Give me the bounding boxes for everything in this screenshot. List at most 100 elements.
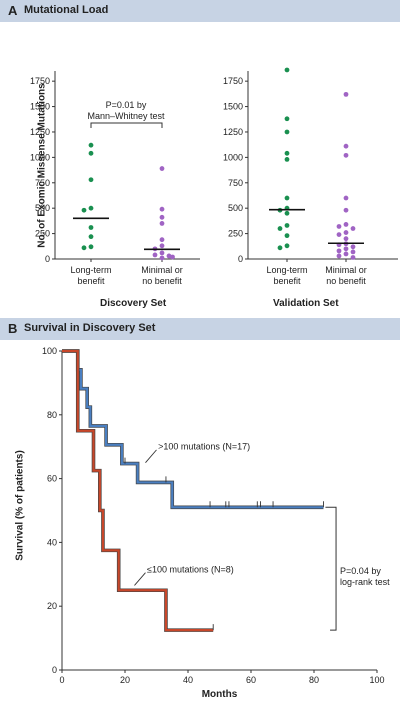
data-point [343,236,349,242]
y-tick-label: 1250 [30,127,50,137]
x-tick-label: 60 [246,675,256,685]
data-point [159,166,165,171]
significance-bracket [90,122,163,128]
data-point [343,195,349,201]
data-point [343,222,349,227]
data-point [350,244,356,250]
y-tick-label: 1750 [30,76,50,86]
data-point [350,226,356,231]
x-tick-label: 40 [183,675,193,685]
annotation-text: P=0.01 by [106,100,147,110]
low-mutation-curve [62,349,214,632]
data-point [88,142,94,148]
discovery-set-label: Discovery Set [100,298,167,309]
data-point [284,210,290,216]
data-point [336,248,342,254]
data-point [343,251,349,257]
data-point [170,254,175,260]
data-point [336,232,342,238]
x-tick-label: 0 [59,675,64,685]
y-tick-label: 500 [35,203,50,213]
survival-chart: 0 20 40 60 80 100 0 20 40 60 80 100 Months >100 mutat… [42,346,390,700]
validation-set-chart: 0 250 500 750 1000 1250 1500 1750 Long-termbenef… [223,67,398,286]
x-tick-label: Minimal or [325,265,367,275]
y-tick-label: 750 [228,178,243,188]
series-label: >100 mutations (N=17) [158,442,250,452]
y-tick-label: 60 [47,474,57,484]
data-point [159,214,165,220]
x-tick-label: 20 [120,675,130,685]
data-point [88,244,94,250]
x-tick-label: no benefit [326,276,366,286]
data-point [343,143,349,149]
annotation-text: log-rank test [340,577,390,587]
data-point [88,234,94,240]
data-point [277,226,283,231]
x-tick-label: benefit [273,276,301,286]
panel-a-letter: A [8,3,18,18]
y-tick-label: 0 [238,254,243,264]
validation-set-label: Validation Set [273,298,339,309]
data-point [284,223,290,228]
data-point [88,150,94,156]
data-point [343,230,349,235]
data-point [284,243,290,249]
data-point [350,249,356,255]
data-point [343,246,349,252]
y-tick-label: 20 [47,601,57,611]
data-point [88,177,94,183]
panel-b-letter: B [8,321,18,336]
x-tick-label: 80 [309,675,319,685]
x-tick-label: Long-term [70,265,111,275]
x-tick-label: 100 [369,675,384,685]
y-tick-label: 1750 [223,76,243,86]
x-axis-label: Months [202,689,238,700]
data-point [159,250,165,256]
significance-bracket [325,506,337,631]
y-tick-label: 40 [47,537,57,547]
series-label-leader [134,572,146,586]
y-tick-label: 1000 [223,152,243,162]
x-tick-label: benefit [77,276,105,286]
data-point [284,129,290,135]
data-point [336,224,342,229]
y-tick-label: 750 [35,178,50,188]
data-point [343,152,349,158]
data-point [88,205,94,211]
data-point [343,207,349,213]
y-tick-label: 250 [35,229,50,239]
y-tick-label: 80 [47,410,57,420]
data-point [152,252,158,258]
data-point [159,243,165,249]
data-point [284,67,290,73]
panel-b-header: B Survival in Discovery Set [0,318,400,340]
series-label: ≤100 mutations (N=8) [147,565,234,575]
data-point [159,255,165,261]
data-point [159,237,165,243]
x-tick-label: Minimal or [141,265,183,275]
y-tick-label: 100 [42,346,57,356]
y-tick-label: 1500 [223,102,243,112]
y-tick-label: 0 [52,665,57,675]
data-point [350,255,356,260]
y-tick-label: 1000 [30,152,50,162]
y-tick-label: 0 [45,254,50,264]
panel-b-title: Survival in Discovery Set [24,322,156,334]
data-point [284,116,290,122]
data-point [343,91,349,97]
y-tick-label: 250 [228,229,243,239]
data-point [81,207,87,213]
data-point [284,157,290,162]
data-point [284,150,290,156]
x-tick-label: no benefit [142,276,182,286]
data-point [159,221,165,226]
annotation-text: P=0.04 by [340,566,381,576]
y-tick-label: 500 [228,203,243,213]
data-point [336,253,342,259]
data-point [284,195,290,201]
panel-a-header: A Mutational Load [0,0,400,22]
data-point [88,225,94,230]
annotation-text: Mann–Whitney test [87,111,165,121]
data-point [81,245,87,251]
series-label-leader [145,449,157,463]
